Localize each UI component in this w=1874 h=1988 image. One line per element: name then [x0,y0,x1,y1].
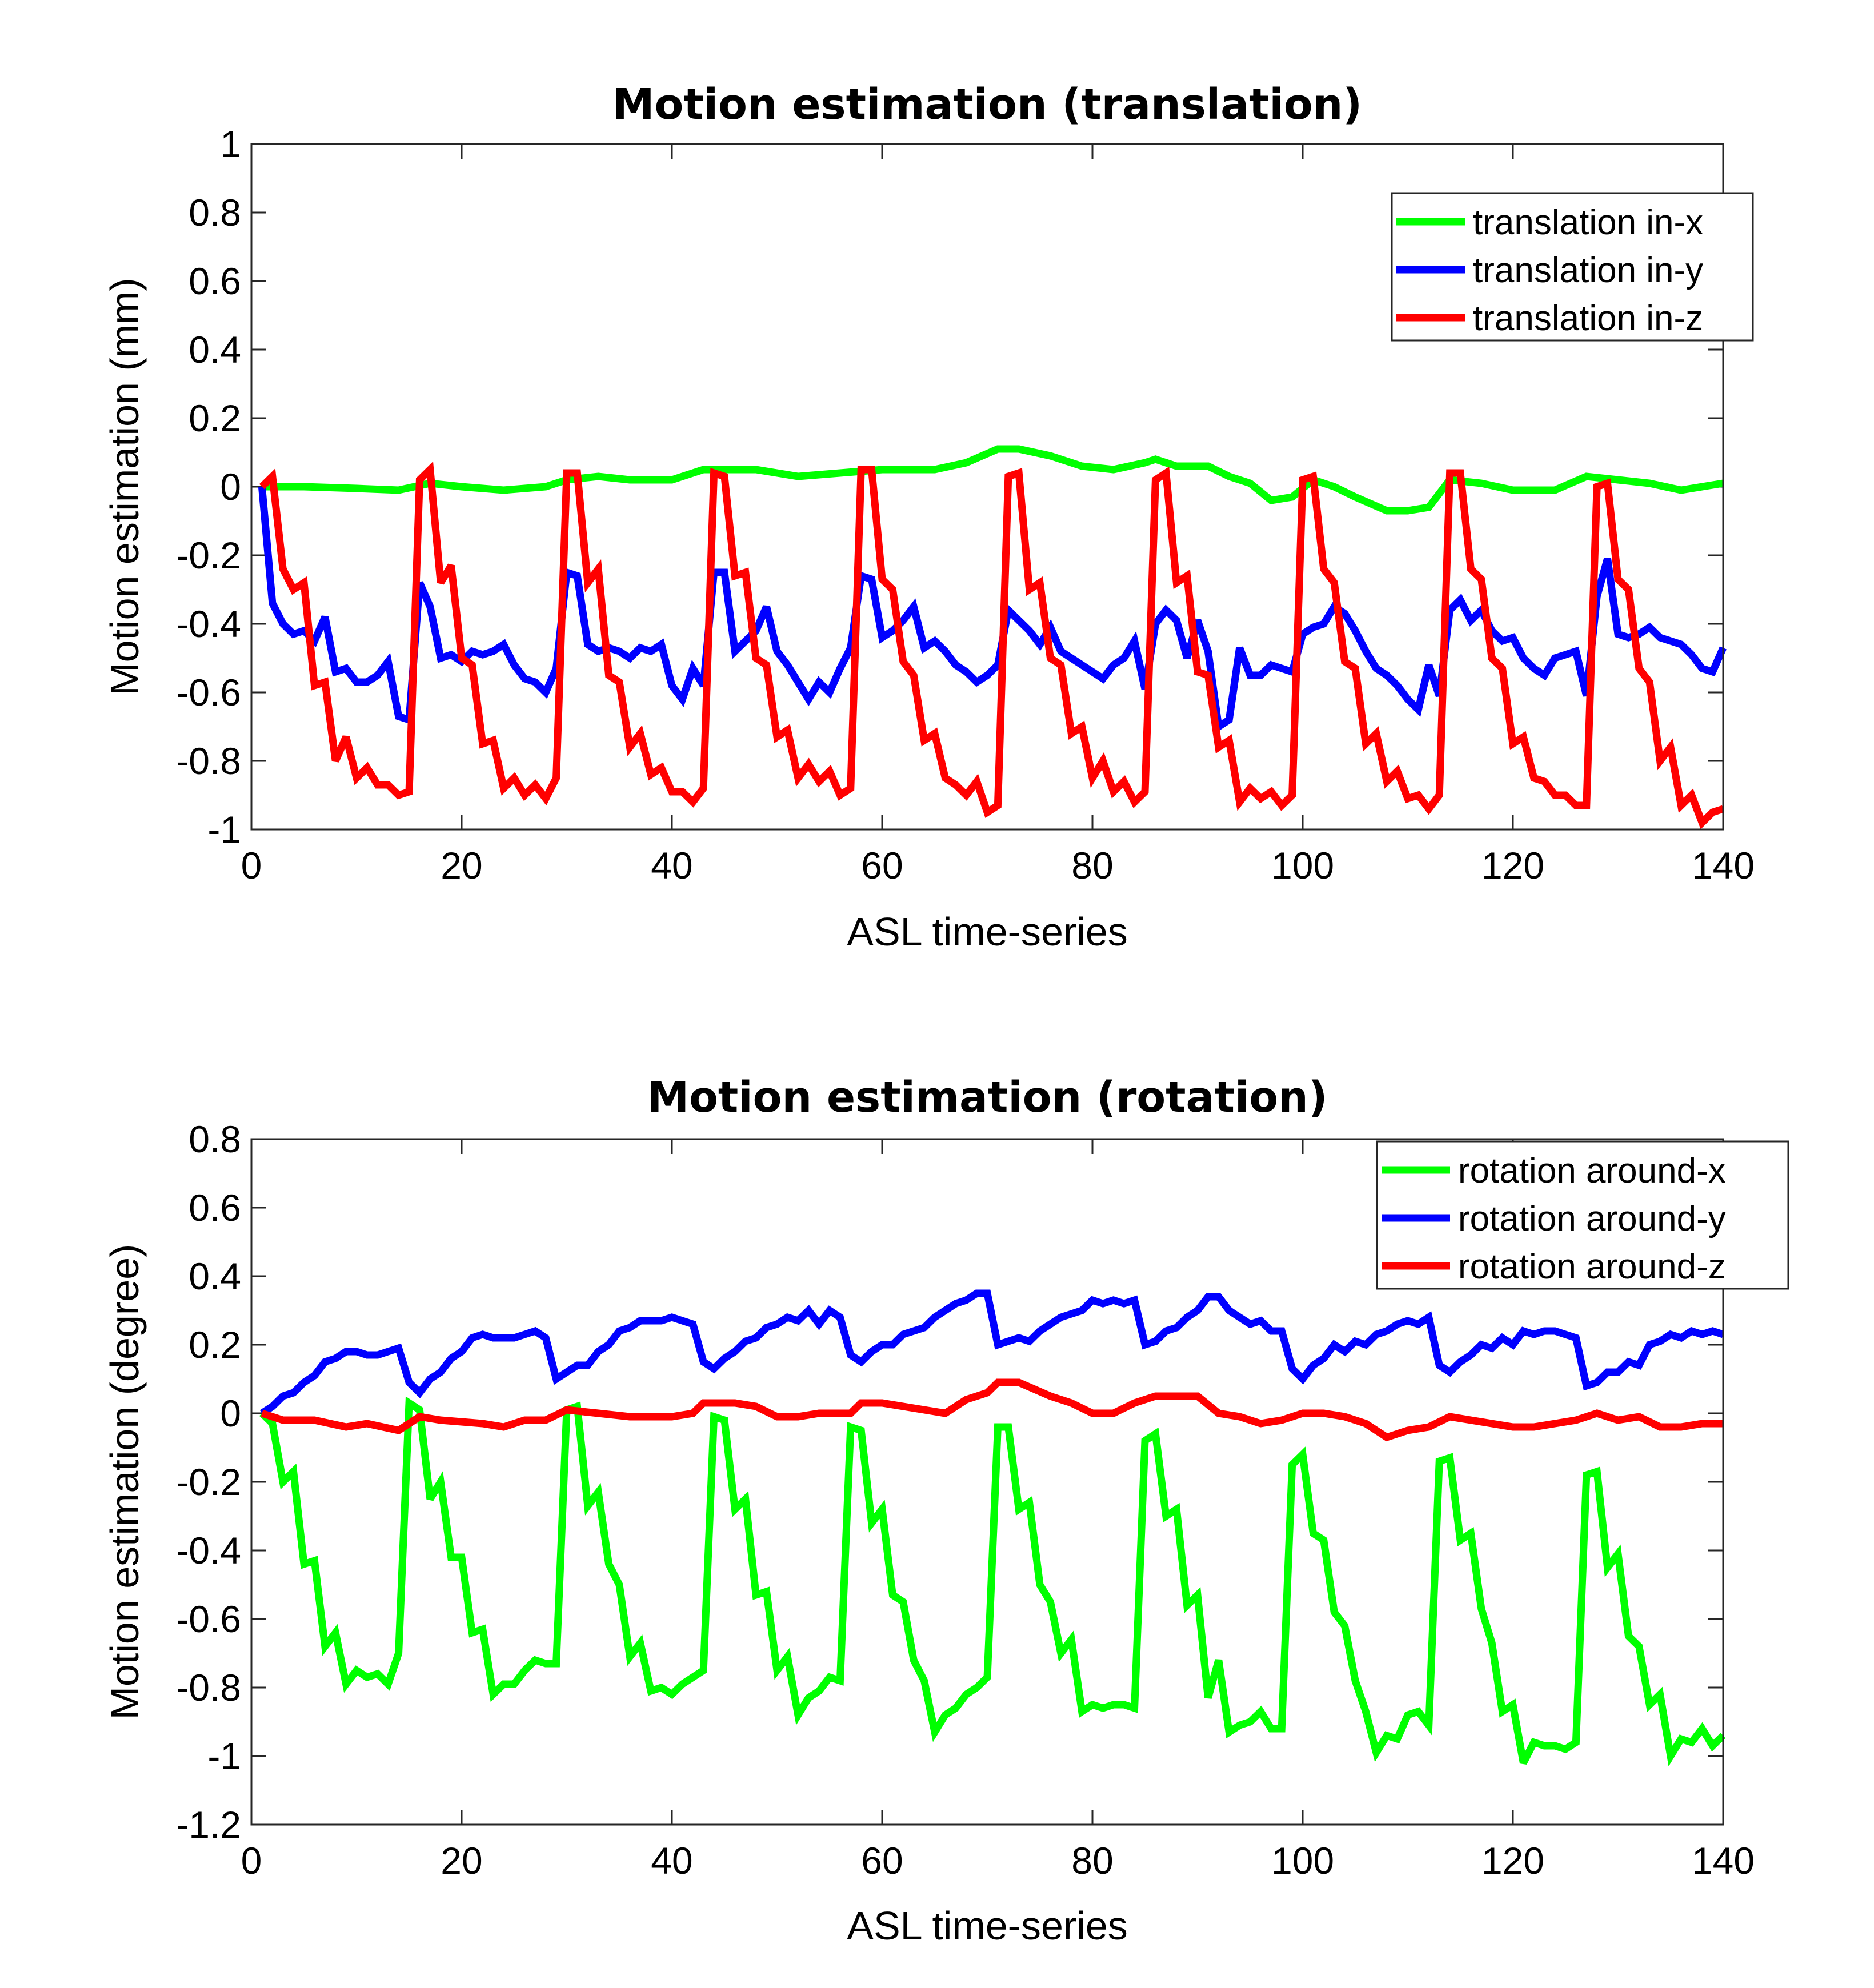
rotation-chart: Motion estimation (rotation) 0 20 40 60 80 10… [102,1073,1789,1948]
y-tick-label: -0.2 [176,534,241,576]
y-tick-labels: 1 0.8 0.6 0.4 0.2 0 -0.2 -0.4 -0.6 -0.8 -1 [176,123,241,851]
y-tick-label: 0.8 [189,1118,241,1160]
chart-title: Motion estimation (rotation) [647,1073,1327,1122]
x-tick-label: 140 [1692,1839,1755,1882]
y-tick-label: 0.4 [189,328,241,371]
x-axis-label: ASL time-series [847,909,1127,954]
x-tick-label: 120 [1481,844,1544,887]
legend-label: translation in-z [1473,299,1703,338]
y-tick-label: -0.8 [176,1666,241,1709]
y-tick-label: 0.8 [189,191,241,234]
y-tick-label: 0 [220,466,241,508]
y-tick-label: 0.2 [189,1324,241,1366]
series-line-rotation-around-x [259,1396,1726,1767]
x-tick-label: 0 [241,844,262,887]
y-tick-label: 0.2 [189,397,241,439]
series-lines [259,1289,1726,1767]
series-line-rotation-around-y [259,1289,1725,1417]
y-tick-labels: 0.8 0.6 0.4 0.2 0 -0.2 -0.4 -0.6 -0.8 -1 -1.2 [176,1118,241,1846]
y-axis-label: Motion estimation (degree) [102,1244,147,1720]
x-tick-label: 60 [861,844,903,887]
x-tick-label: 0 [241,1839,262,1882]
y-tick-label: -0.8 [176,740,241,782]
series-lines [258,445,1727,829]
legend-label: rotation around-y [1458,1199,1726,1239]
legend-label: translation in-x [1473,203,1703,242]
x-tick-label: 120 [1481,1839,1544,1882]
x-tick-label: 140 [1692,844,1755,887]
series-line-translation-in-y [258,486,1727,734]
chart-title: Motion estimation (translation) [612,80,1362,129]
legend-label: rotation around-z [1458,1247,1726,1286]
x-tick-label: 80 [1071,1839,1113,1882]
y-tick-label: 0.6 [189,1187,241,1229]
x-tick-labels: 0 20 40 60 80 100 120 140 [241,844,1755,887]
x-tick-labels: 0 20 40 60 80 100 120 140 [241,1839,1755,1882]
y-tick-label: 0.6 [189,260,241,302]
y-axis-label: Motion estimation (mm) [102,278,147,695]
axes-frame [250,1138,1724,1826]
x-tick-label: 100 [1271,1839,1334,1882]
y-tick-label: -1 [207,808,241,851]
x-tick-label: 80 [1071,844,1113,887]
legend-label: rotation around-x [1458,1151,1726,1191]
x-tick-label: 20 [441,844,482,887]
axes-frame [250,143,1724,831]
x-tick-label: 40 [651,844,692,887]
legend: rotation around-x rotation around-y rotati… [1376,1140,1789,1290]
y-tick-label: 0.4 [189,1255,241,1297]
x-tick-label: 100 [1271,844,1334,887]
axis-ticks [250,1138,1724,1826]
legend-label: translation in-y [1473,251,1703,290]
x-tick-label: 60 [861,1839,903,1882]
y-tick-label: -0.4 [176,1529,241,1572]
y-tick-label: 0 [220,1392,241,1434]
series-line-translation-in-z [259,461,1725,829]
x-tick-label: 20 [441,1839,482,1882]
translation-chart: Motion estimation (translation) 0 20 40 60 8… [102,80,1755,954]
y-tick-label: -0.2 [176,1461,241,1503]
y-tick-label: -0.6 [176,671,241,714]
y-tick-label: -1.2 [176,1803,241,1846]
series-line-rotation-around-z [261,1378,1723,1442]
x-tick-label: 40 [651,1839,692,1882]
y-tick-label: -0.6 [176,1598,241,1640]
y-tick-label: -1 [207,1735,241,1777]
legend: translation in-x translation in-y translat… [1391,192,1754,342]
y-tick-label: -0.4 [176,603,241,645]
y-tick-label: 1 [220,123,241,165]
x-axis-label: ASL time-series [847,1903,1127,1948]
